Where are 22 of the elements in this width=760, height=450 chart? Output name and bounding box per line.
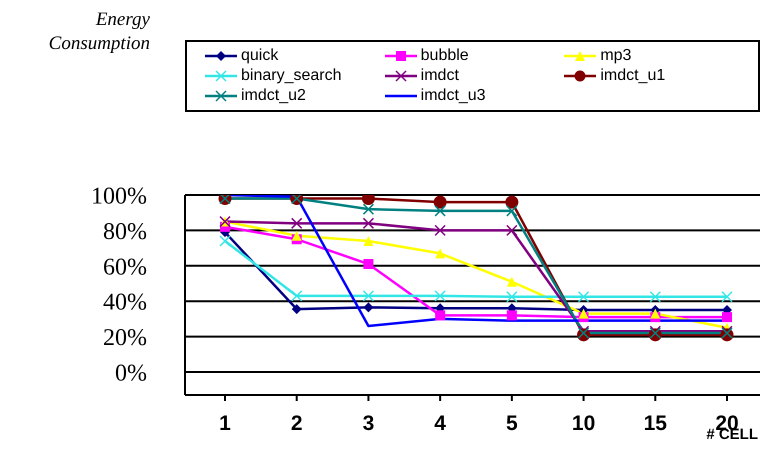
y-tick-label: 40% (103, 290, 147, 316)
legend-label: imdct (420, 66, 459, 86)
x-tick-label: 10 (572, 412, 596, 435)
legend-label: binary_search (241, 66, 342, 86)
legend-label: imdct_u1 (600, 66, 666, 86)
y-tick-label: 20% (103, 325, 147, 352)
x-tick-label: 1 (219, 412, 232, 435)
legend-label: bubble (420, 46, 469, 66)
x-tick-label: 15 (644, 412, 668, 435)
y-tick-label: 60% (103, 254, 147, 280)
x-tick-label: 4 (434, 412, 446, 435)
y-tick-label: 0% (115, 360, 147, 387)
x-tick-label: 3 (362, 412, 374, 435)
legend-label: quick (241, 46, 278, 66)
legend-label: imdct_u2 (241, 86, 306, 106)
x-tick-label: 5 (506, 412, 518, 435)
legend-label: imdct_u3 (420, 86, 486, 106)
y-tick-label: 80% (103, 218, 147, 245)
x-tick-label: 2 (290, 412, 303, 435)
y-tick-label: 100% (91, 184, 147, 210)
legend-label: mp3 (600, 46, 632, 66)
text: Energy Consumption (48, 8, 150, 56)
